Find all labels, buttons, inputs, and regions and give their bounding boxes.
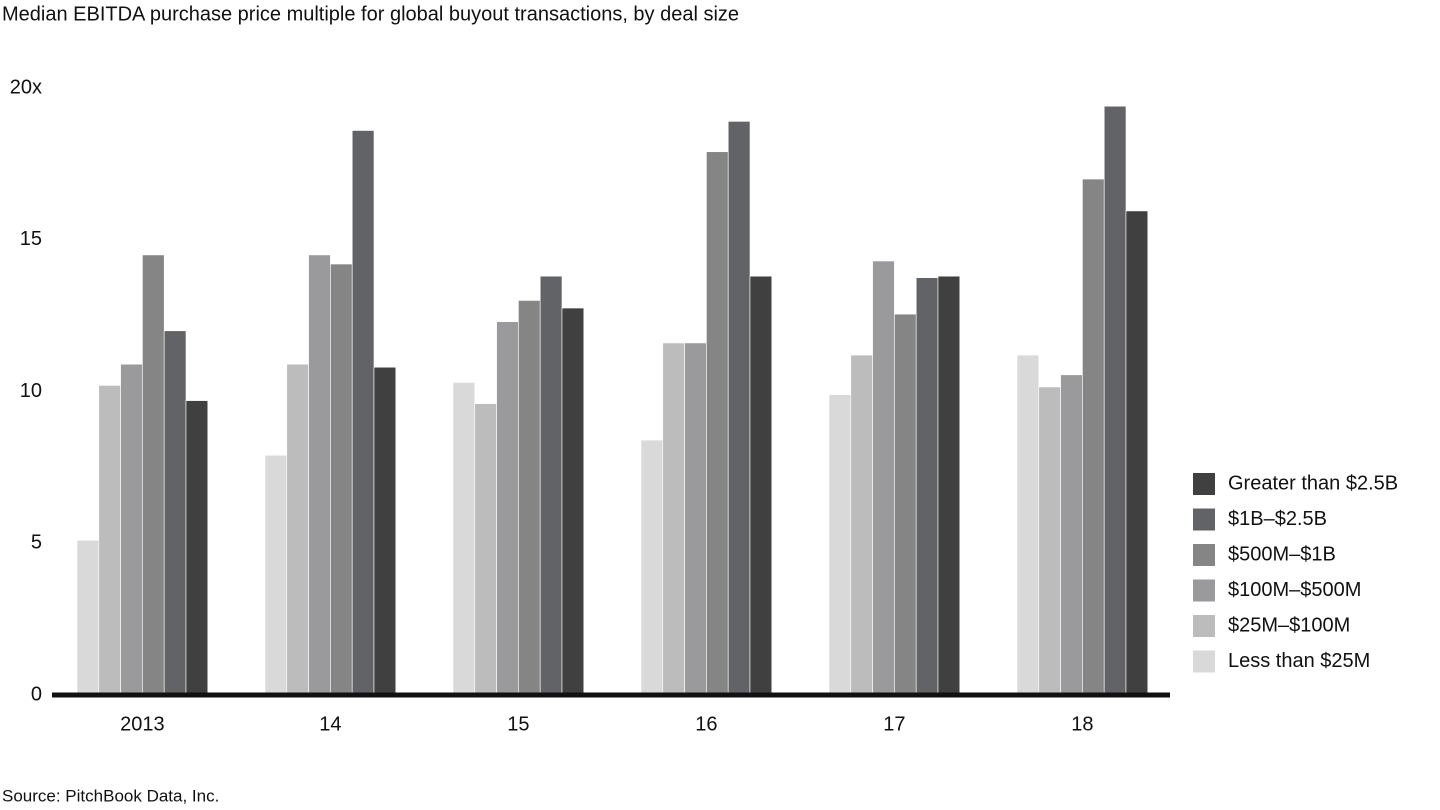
bar [351,130,375,696]
bar [684,342,707,696]
bar [308,254,331,696]
bar [518,300,541,696]
legend-label: Less than $25M [1228,650,1370,672]
bar [1038,386,1061,696]
bar [640,439,664,696]
bar [1082,178,1105,696]
x-tick-label: 16 [695,713,717,735]
bar [662,342,685,696]
chart-title: Median EBITDA purchase price multiple fo… [2,3,739,25]
bar [828,394,852,696]
y-tick-label: 20x [10,76,42,98]
x-tick-label: 14 [319,713,341,735]
bar [1016,354,1040,696]
bar [850,354,873,696]
source-note: Source: PitchBook Data, Inc. [2,786,219,805]
bar [185,400,209,696]
bar [76,539,100,696]
bar [142,254,165,696]
legend-label: $100M–$500M [1228,579,1361,601]
bar [937,275,961,696]
bar [264,454,288,696]
x-tick-label: 2013 [120,713,165,735]
bar [330,263,353,696]
bar [1103,105,1127,696]
bar [163,330,187,696]
bar [727,121,751,696]
legend-swatch [1193,579,1215,602]
x-tick-label: 15 [507,713,529,735]
legend-swatch [1193,473,1215,495]
bar [894,313,917,696]
bar [286,363,309,696]
y-tick-label: 10 [20,380,42,402]
legend-label: $25M–$100M [1228,614,1350,636]
y-tick-label: 0 [31,683,42,705]
legend-label: $1B–$2.5B [1228,508,1327,530]
y-tick-label: 15 [20,228,42,250]
legend-swatch [1193,650,1215,673]
bar [539,275,563,696]
y-tick-label: 5 [31,532,42,554]
legend-swatch [1193,615,1215,637]
bar [474,403,497,696]
x-tick-label: 18 [1071,713,1093,735]
bar [1125,210,1149,696]
legend-label: Greater than $2.5B [1228,472,1398,494]
x-tick-label: 17 [883,713,905,735]
bar [452,382,476,696]
bar [706,151,729,696]
bar [98,385,121,696]
legend-label: $500M–$1B [1228,543,1336,565]
legend-swatch [1193,544,1215,566]
bar [561,307,585,696]
bar [373,366,397,696]
bar [915,277,939,696]
bar [749,275,773,696]
bar [1060,374,1083,696]
bar [496,321,519,696]
bar [120,363,143,696]
bar [872,260,895,696]
legend-swatch [1193,508,1215,531]
